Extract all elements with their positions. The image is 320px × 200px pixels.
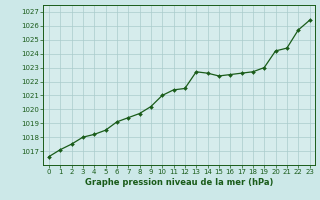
- X-axis label: Graphe pression niveau de la mer (hPa): Graphe pression niveau de la mer (hPa): [85, 178, 273, 187]
